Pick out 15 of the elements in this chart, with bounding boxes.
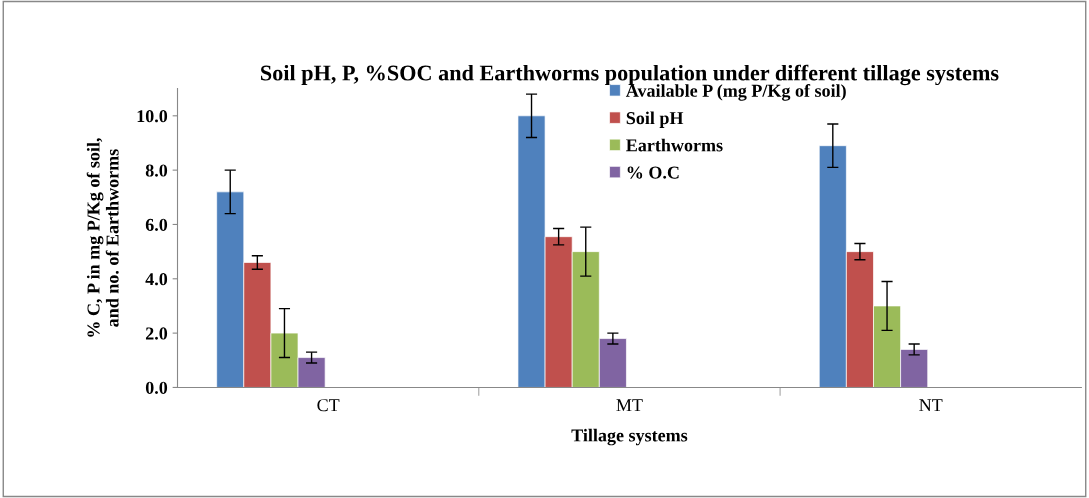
y-tick-label: 8.0 — [145, 164, 168, 177]
x-tick-label: MT — [616, 399, 643, 412]
y-tick-label: 6.0 — [145, 218, 168, 231]
legend-label: Soil pH — [626, 111, 684, 128]
legend-label: Available P (mg P/Kg of soil) — [625, 83, 846, 101]
x-tick-label: NT — [919, 399, 943, 412]
x-axis-title: Tillage systems — [571, 428, 688, 446]
legend-label: % O.C — [627, 166, 679, 179]
y-tick-label: 4.0 — [145, 273, 168, 286]
legend-label: Earthworms — [626, 138, 723, 152]
y-tick-label: 10.0 — [137, 110, 168, 123]
y-tick-label: 0.0 — [145, 381, 168, 394]
x-tick-label: CT — [317, 399, 340, 412]
y-tick-label: 2.0 — [145, 327, 168, 340]
y-axis-title: % C, P in mg P/Kg of soil, and no. of Earthworms — [86, 138, 119, 337]
